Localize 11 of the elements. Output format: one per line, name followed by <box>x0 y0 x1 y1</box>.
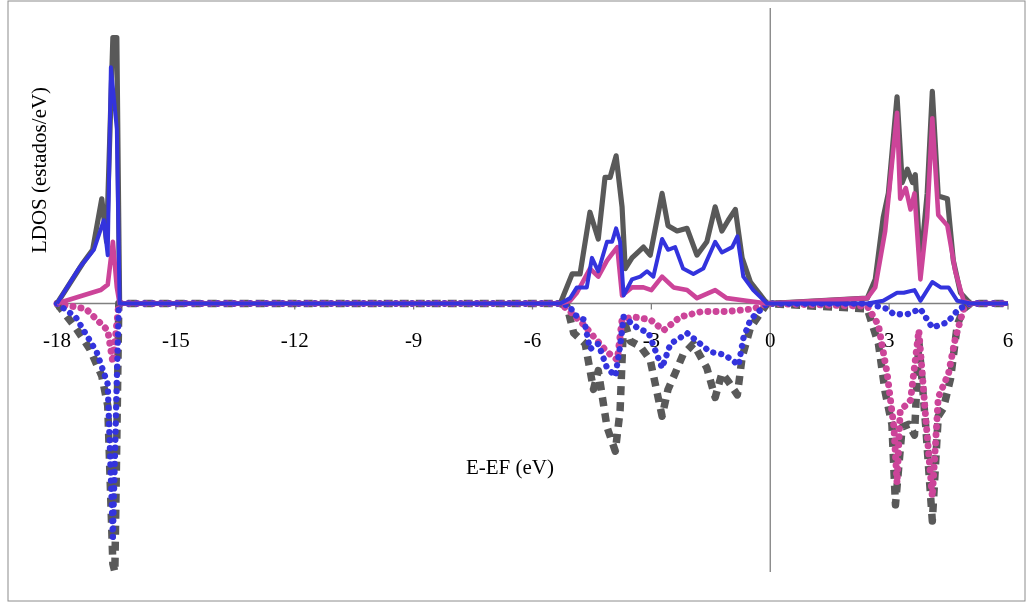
x-tick-label: -15 <box>161 327 190 352</box>
x-tick-label: -6 <box>523 327 542 352</box>
x-tick-label: -9 <box>404 327 423 352</box>
x-tick-label: 0 <box>765 327 776 352</box>
y-axis-title: LDOS (estados/eV) <box>27 86 51 254</box>
x-tick-label: 6 <box>1002 327 1014 352</box>
x-axis-title: E-EF (eV) <box>465 455 555 479</box>
x-tick-label: 3 <box>883 327 895 352</box>
x-tick-label: -18 <box>43 327 71 352</box>
x-tick-label: -12 <box>280 327 309 352</box>
x-tick-label: -3 <box>642 327 661 352</box>
